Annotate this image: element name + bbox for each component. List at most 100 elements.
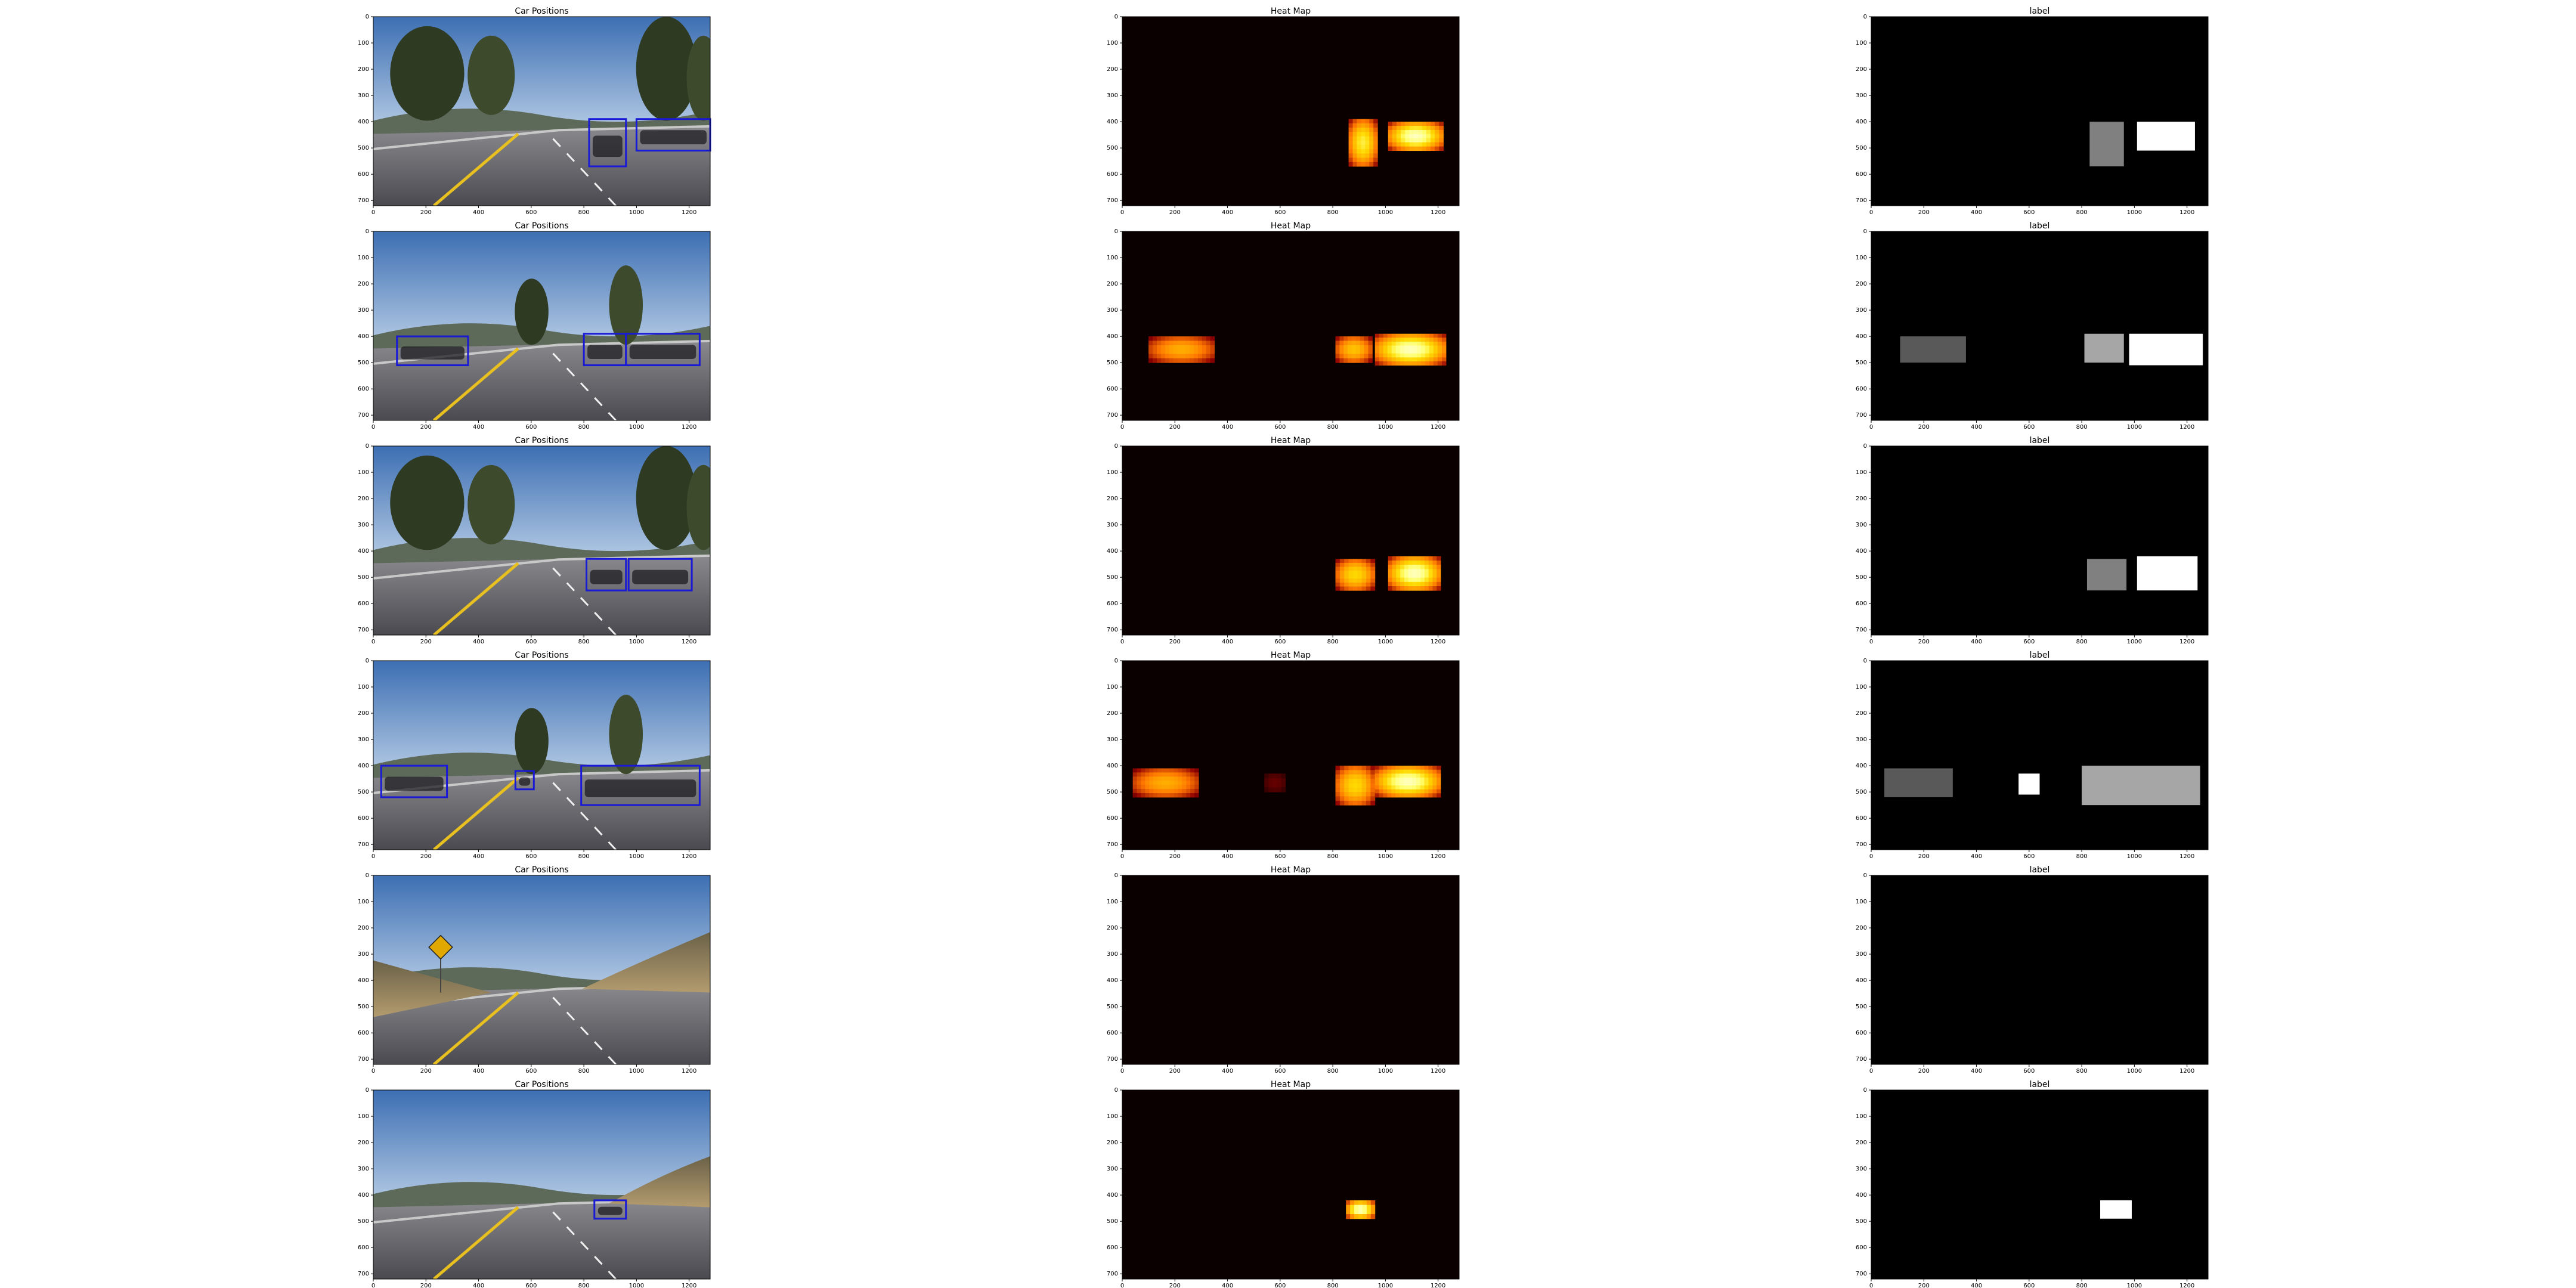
heat-cell	[1344, 566, 1349, 571]
y-tick-label: 100	[1107, 899, 1118, 905]
y-tick-label: 0	[1114, 872, 1118, 879]
y-tick-label: 200	[358, 66, 369, 73]
car-bounding-box	[625, 333, 701, 367]
heat-cell	[1379, 785, 1384, 790]
heat-cell	[1339, 779, 1345, 784]
heat-cell	[1339, 349, 1344, 354]
heat-cell	[1416, 577, 1421, 583]
heat-cell	[1148, 354, 1153, 359]
heat-cell	[1344, 779, 1349, 784]
x-tick-label: 600	[1274, 853, 1286, 860]
heat-cell	[1339, 566, 1345, 571]
heat-cell	[1425, 349, 1430, 354]
heat-cell	[1366, 792, 1371, 797]
y-tick-label: 600	[358, 600, 369, 607]
heat-cell	[1417, 146, 1423, 151]
tree	[390, 26, 465, 121]
heat-cell	[1366, 566, 1371, 571]
y-tick-label: 400	[1107, 119, 1118, 125]
heat-cell	[1439, 122, 1444, 126]
heat-cell	[1439, 134, 1444, 139]
heat-cell	[1435, 138, 1439, 143]
heat-cell	[1153, 772, 1158, 777]
heat-cell	[1424, 777, 1429, 782]
heat-cell	[1408, 353, 1413, 358]
heat-cell	[1383, 793, 1388, 798]
x-tick-label: 1200	[2179, 639, 2194, 645]
heat-cell	[1210, 349, 1215, 354]
heat-cell	[1408, 586, 1413, 591]
heat-cell	[1392, 126, 1397, 131]
heat-cell	[1400, 785, 1404, 790]
label-background	[1871, 661, 2208, 850]
y-tick-label: 400	[1107, 548, 1118, 555]
heat-cell	[1348, 787, 1354, 792]
heat-cell	[1343, 345, 1348, 350]
heat-cell	[1145, 781, 1150, 785]
heat-cell	[1174, 772, 1179, 777]
heat-cell	[1374, 789, 1380, 794]
heat-cell	[1428, 777, 1433, 782]
heat-cell	[1395, 777, 1400, 782]
heat-cell	[1362, 1209, 1367, 1215]
x-tick-label: 0	[1869, 424, 1873, 431]
heat-cell	[1395, 333, 1401, 338]
heat-cell	[1383, 789, 1388, 794]
lane-line-yellow	[433, 562, 519, 635]
heat-cell	[1368, 345, 1373, 350]
heat-cell	[1339, 559, 1345, 564]
y-tick-label: 700	[358, 627, 369, 633]
heat-cell	[1411, 766, 1417, 770]
x-tick-label: 1200	[1431, 1283, 1445, 1288]
y-tick-label: 100	[1856, 684, 1867, 691]
heat-cell	[1401, 122, 1405, 126]
y-tick-label: 500	[1856, 360, 1867, 366]
heat-cell	[1428, 766, 1433, 770]
heat-cell	[1431, 126, 1435, 131]
y-tick-label: 400	[358, 333, 369, 340]
y-tick-label: 600	[1856, 1244, 1867, 1251]
heat-cell	[1412, 577, 1417, 583]
heat-cell	[1436, 561, 1441, 565]
heat-map-subplot: 0 200 400 600 800 1000 1200 0 100 200 300 400 500 600…	[1107, 865, 1460, 1075]
heat-cell	[1436, 577, 1441, 583]
heat-cell	[1178, 768, 1182, 773]
axes-frame	[373, 1089, 711, 1280]
heat-cell	[1373, 157, 1378, 163]
subplot-title: Car Positions	[515, 436, 568, 445]
heat-cell	[1400, 338, 1405, 342]
x-tick-label: 1000	[629, 1068, 644, 1075]
heat-cell	[1428, 789, 1433, 794]
heat-cell	[1281, 778, 1286, 784]
y-tick-label: 500	[1856, 1218, 1867, 1225]
heat-cell	[1366, 774, 1371, 779]
heat-cell	[1361, 800, 1367, 806]
y-tick-label: 500	[358, 1218, 369, 1225]
heat-cell	[1432, 561, 1437, 565]
heat-cell	[1435, 142, 1439, 147]
heat-cell	[1420, 357, 1426, 362]
heat-cell	[1161, 781, 1166, 785]
heat-cell	[1361, 582, 1367, 587]
heat-cell	[1346, 1200, 1351, 1206]
heat-cell	[1395, 357, 1401, 362]
heat-cell	[1202, 336, 1207, 341]
heat-cell	[1339, 562, 1345, 568]
heat-cell	[1436, 781, 1441, 786]
heat-cell	[1431, 129, 1435, 135]
heat-cell	[1428, 573, 1433, 578]
heat-cell	[1416, 766, 1421, 770]
heat-cell	[1431, 122, 1435, 126]
heat-cell	[1348, 779, 1354, 784]
car	[519, 777, 531, 786]
heat-cell	[1366, 1209, 1371, 1215]
heat-cell	[1435, 134, 1439, 139]
heat-cell	[1361, 136, 1366, 141]
x-tick-label: 1200	[1431, 209, 1445, 216]
heat-cell	[1182, 768, 1187, 773]
heat-cell	[1148, 336, 1153, 341]
heat-cell	[1352, 345, 1357, 350]
heat-cell	[1388, 573, 1393, 578]
y-tick-label: 0	[1863, 872, 1867, 879]
heat-cell	[1141, 785, 1145, 789]
